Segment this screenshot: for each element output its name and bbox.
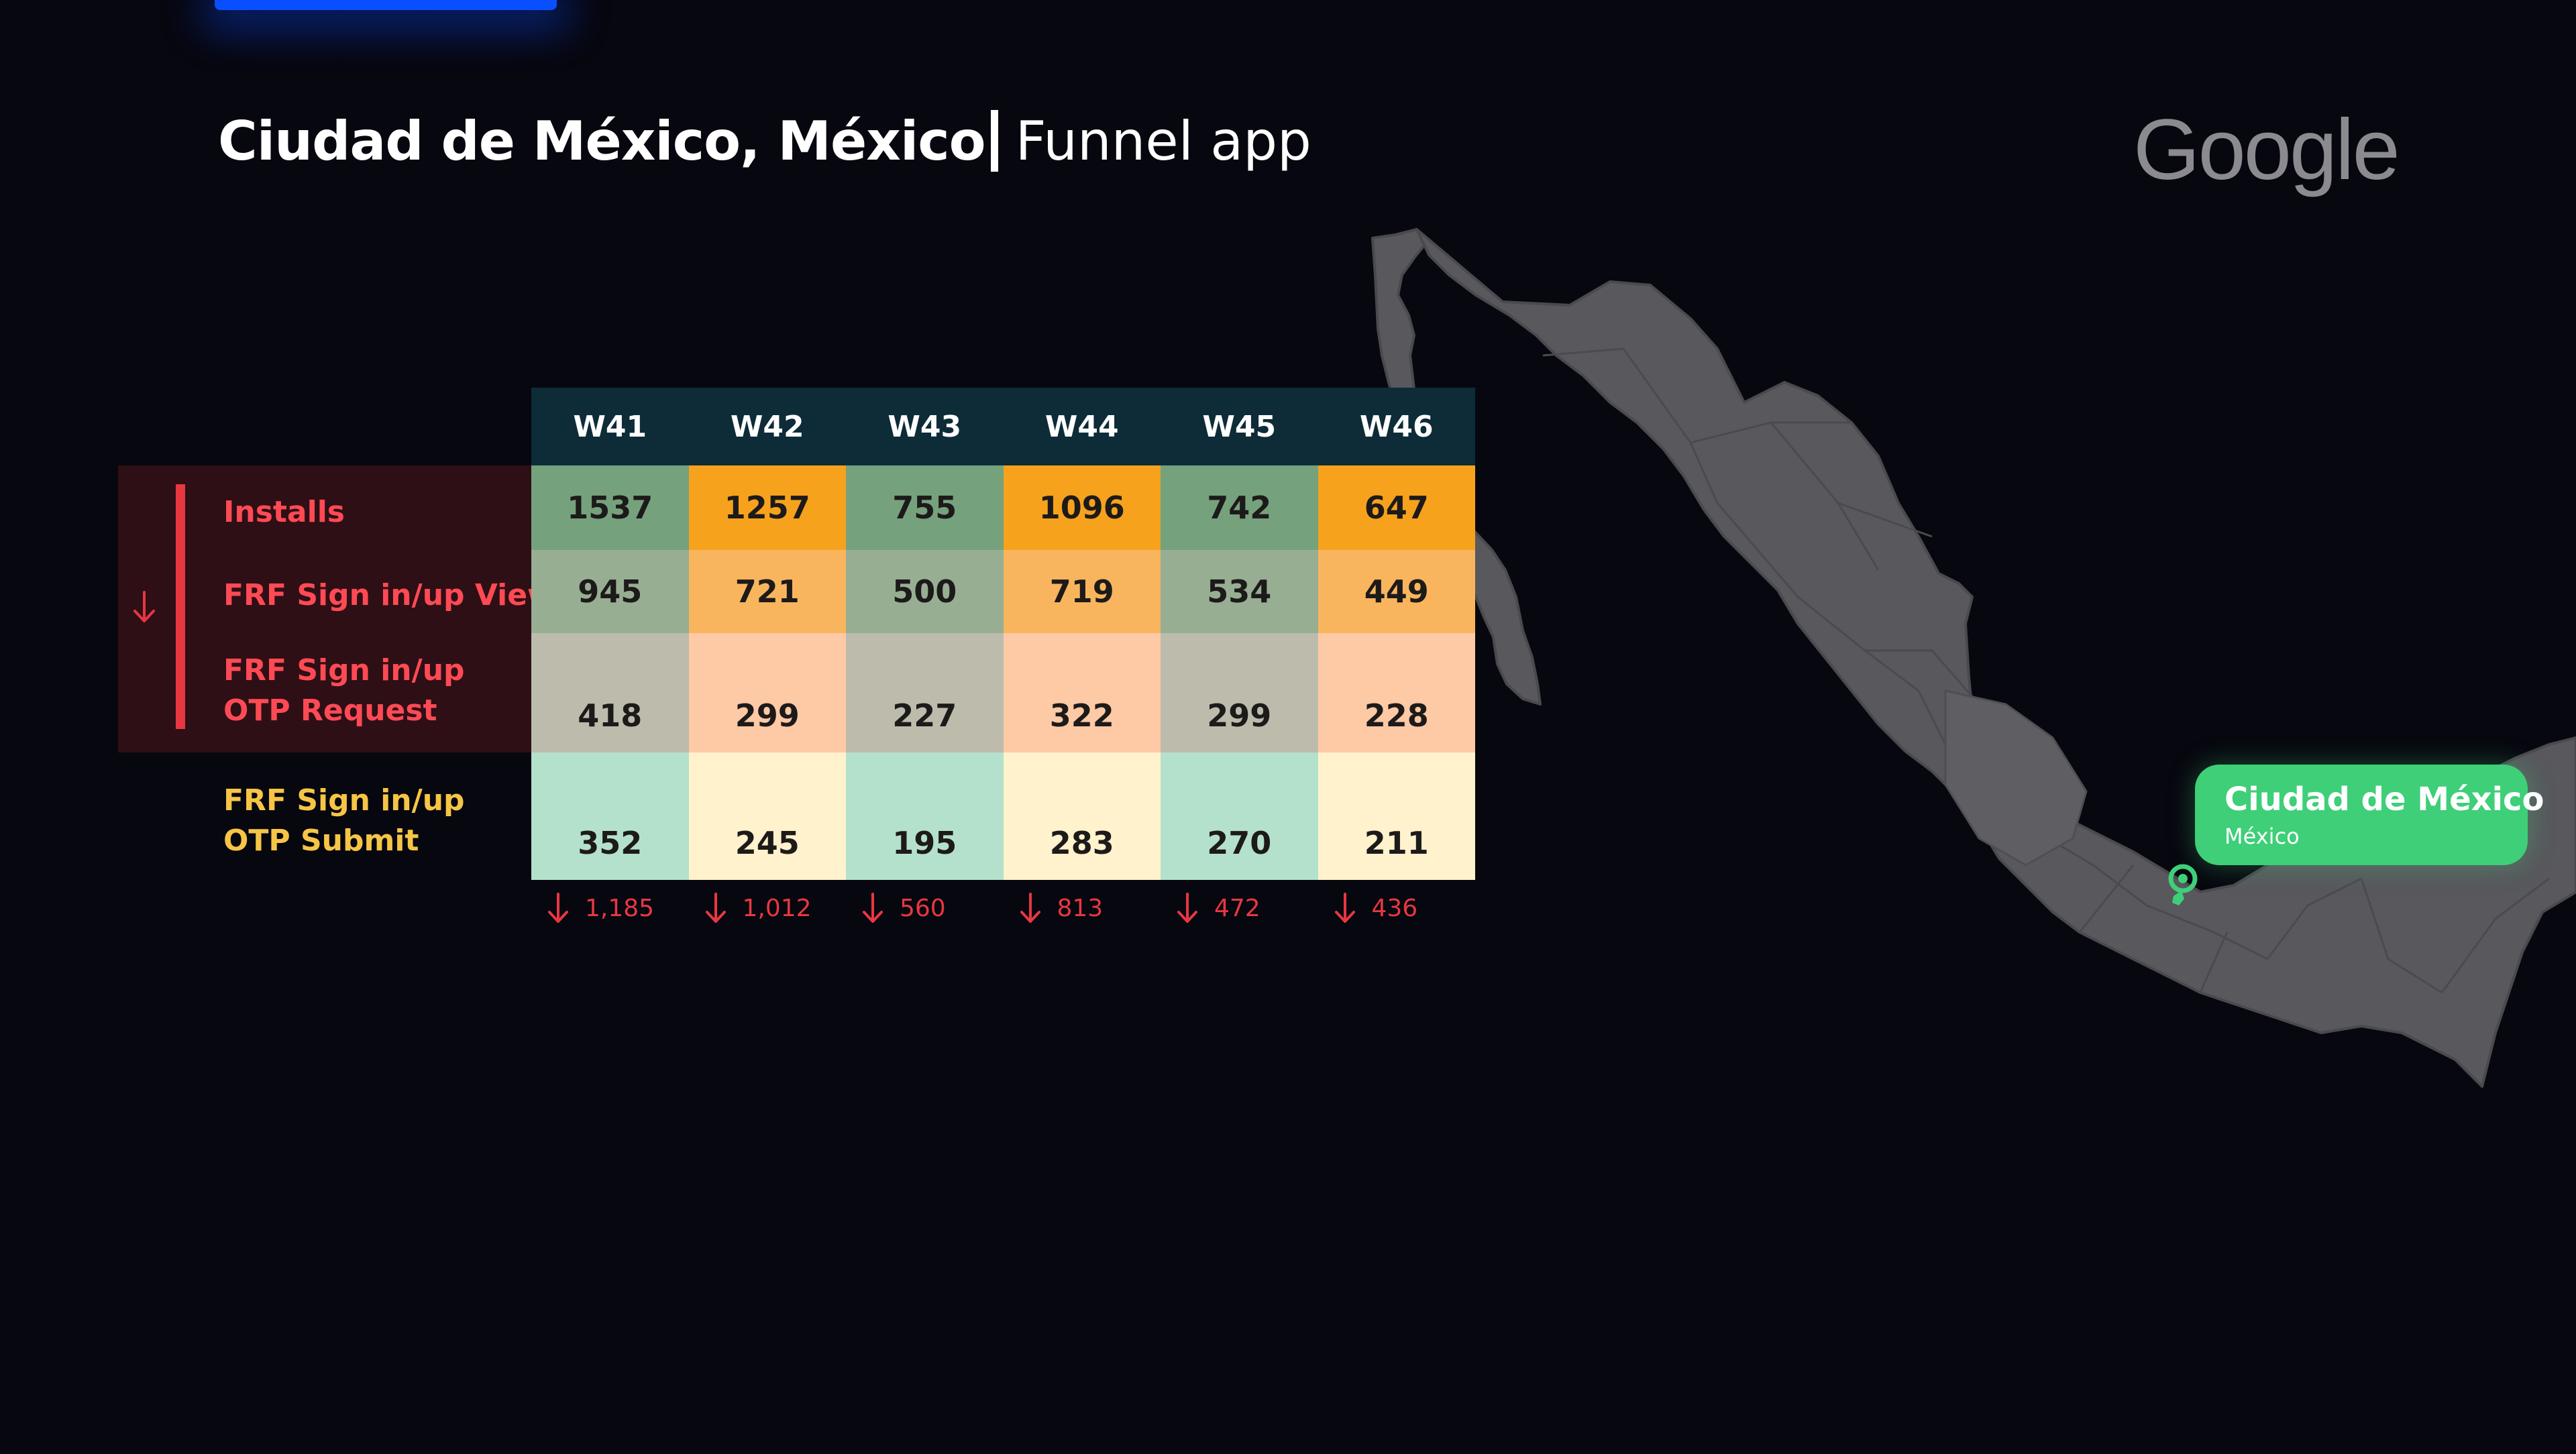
drop-item: 560: [846, 892, 1004, 924]
table-cell: 195: [846, 752, 1004, 880]
city-callout: Ciudad de México México: [2195, 765, 2544, 865]
row-label-installs: Installs: [223, 495, 345, 529]
arrow-down-icon: [548, 893, 568, 923]
table-cell: 719: [1003, 550, 1161, 633]
google-logo: Google: [2133, 102, 2400, 198]
funnel-accent-bar: [176, 484, 185, 729]
arrow-down-icon: [133, 591, 155, 622]
week-header: W44: [1044, 409, 1119, 444]
week-header: W46: [1359, 409, 1434, 444]
drop-value: 1,012: [742, 894, 812, 922]
row-label-otp-request: FRF Sign in/up OTP Request: [223, 653, 465, 728]
table-row: 1537 1257 755 1096 742 647: [531, 465, 1475, 550]
table-cell: 1257: [688, 465, 846, 550]
week-header: W43: [888, 409, 962, 444]
table-row: 352 245 195 283 270 211: [531, 752, 1475, 880]
callout-title: Ciudad de México: [2224, 781, 2544, 818]
drop-item: 813: [1004, 892, 1161, 924]
table-cell: 1096: [1003, 465, 1161, 550]
funnel-table: W41 W42 W43 W44 W45 W46 1537 1257 755 10…: [531, 388, 1475, 880]
row-label-otp-submit: FRF Sign in/up OTP Submit: [223, 783, 465, 858]
table-cell: 299: [688, 633, 846, 752]
table-row: 418 299 227 322 299 228: [531, 633, 1475, 752]
week-header: W42: [730, 409, 804, 444]
drop-value: 813: [1057, 894, 1104, 922]
table-cell: 418: [531, 633, 689, 752]
table-cell: 534: [1161, 550, 1318, 633]
table-cell: 500: [846, 550, 1004, 633]
title-divider: [990, 110, 998, 172]
drop-value: 1,185: [585, 894, 655, 922]
table-cell: 449: [1318, 550, 1475, 633]
table-cell: 228: [1318, 633, 1475, 752]
drop-row: 1,185 1,012 560 813 472 436: [531, 892, 1475, 924]
page-title: Ciudad de México, México Funnel app: [218, 107, 1311, 174]
city-title: Ciudad de México, México: [218, 109, 986, 172]
drop-value: 472: [1214, 894, 1260, 922]
arrow-down-icon: [1020, 893, 1040, 923]
table-cell: 755: [846, 465, 1004, 550]
table-cell: 322: [1003, 633, 1161, 752]
drop-item: 1,012: [689, 892, 847, 924]
drop-item: 436: [1318, 892, 1476, 924]
arrow-down-icon: [1177, 893, 1197, 923]
drop-value: 436: [1371, 894, 1418, 922]
table-cell: 647: [1318, 465, 1475, 550]
table-row: 945 721 500 719 534 449: [531, 550, 1475, 633]
drop-item: 1,185: [531, 892, 689, 924]
arrow-down-icon: [705, 893, 726, 923]
location-pin-icon: [2168, 864, 2198, 905]
mexico-map: [1371, 228, 2576, 1088]
table-cell: 1537: [531, 465, 689, 550]
page-subtitle: Funnel app: [1015, 109, 1311, 172]
table-cell: 945: [531, 550, 689, 633]
table-header: W41 W42 W43 W44 W45 W46: [531, 388, 1475, 465]
row-label-view: FRF Sign in/up View: [223, 578, 555, 612]
week-header: W45: [1202, 409, 1277, 444]
map-mainland: [1415, 228, 2576, 1088]
funnel-drop-panel: [118, 465, 531, 752]
drop-value: 560: [900, 894, 946, 922]
map-central-region: [1944, 689, 2088, 866]
callout-subtitle: México: [2224, 824, 2300, 849]
week-header: W41: [573, 409, 647, 444]
table-cell: 721: [688, 550, 846, 633]
table-cell: 352: [531, 752, 689, 880]
arrow-down-icon: [863, 893, 883, 923]
top-accent-bar: [215, 0, 557, 10]
table-cell: 227: [846, 633, 1004, 752]
table-cell: 742: [1161, 465, 1318, 550]
table-cell: 283: [1003, 752, 1161, 880]
table-cell: 299: [1161, 633, 1318, 752]
table-cell: 270: [1161, 752, 1318, 880]
drop-item: 472: [1161, 892, 1318, 924]
table-cell: 211: [1318, 752, 1475, 880]
table-cell: 245: [688, 752, 846, 880]
arrow-down-icon: [1334, 893, 1355, 923]
